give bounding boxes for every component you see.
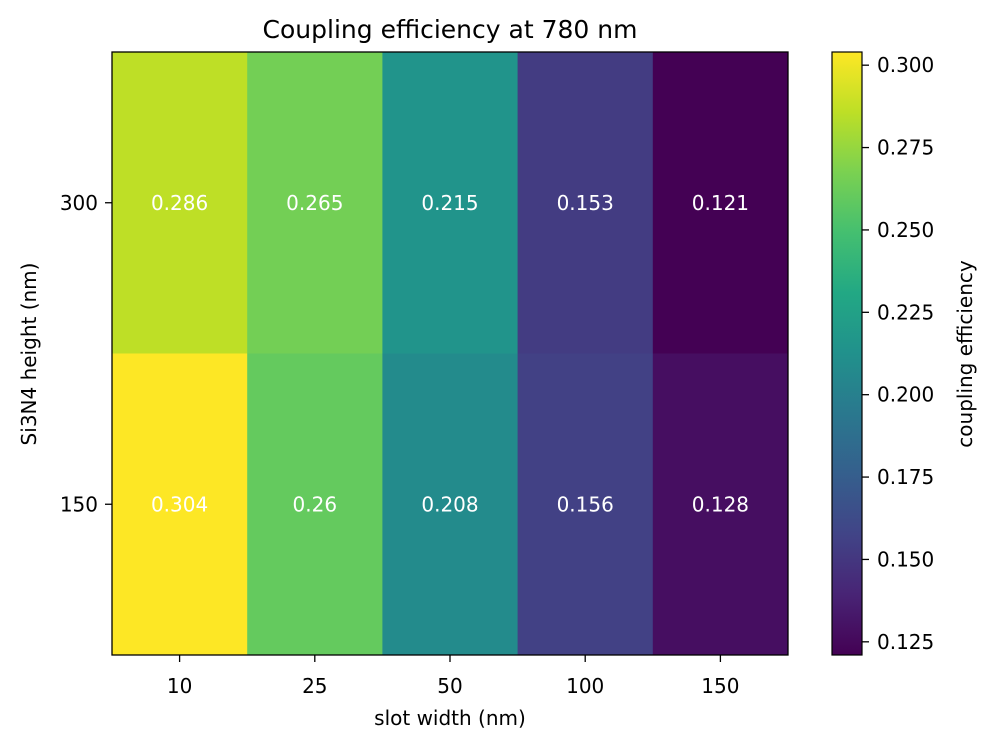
colorbar-tick-label: 0.225	[877, 300, 934, 324]
colorbar-tick-label: 0.300	[877, 53, 934, 77]
heatmap-cell	[517, 52, 654, 354]
cell-value-label: 0.121	[692, 191, 749, 215]
x-tick-label: 10	[167, 674, 192, 698]
cell-value-label: 0.26	[293, 492, 338, 516]
cell-value-label: 0.156	[557, 492, 614, 516]
x-tick-label: 100	[566, 674, 604, 698]
y-tick-label: 150	[60, 492, 98, 516]
colorbar-label: coupling efficiency	[953, 260, 977, 448]
colorbar-tick-label: 0.150	[877, 547, 934, 571]
x-tick-label: 25	[302, 674, 327, 698]
heatmap-cell	[247, 52, 383, 354]
colorbar-tick-label: 0.275	[877, 136, 934, 160]
cell-value-label: 0.153	[557, 191, 614, 215]
cell-value-label: 0.208	[421, 492, 478, 516]
heatmap-cell	[652, 353, 789, 656]
colorbar-ticks: 0.125 0.150 0.175 0.200 0.225 0.250 0.275 0.300	[862, 53, 934, 654]
heatmap-cells	[112, 52, 789, 656]
y-axis: 300 150	[60, 191, 112, 516]
heatmap-cell	[517, 353, 654, 656]
heatmap-cell	[112, 52, 248, 354]
chart-title: Coupling efficiency at 780 nm	[263, 15, 638, 44]
heatmap-cell	[382, 353, 519, 656]
x-axis: 10 25 50 100 150	[167, 655, 739, 698]
heatmap-cell	[112, 353, 248, 656]
colorbar-tick-label: 0.125	[877, 630, 934, 654]
y-tick-label: 300	[60, 191, 98, 215]
heatmap-cell	[247, 353, 383, 656]
x-axis-label: slot width (nm)	[374, 706, 526, 730]
colorbar-tick-label: 0.250	[877, 218, 934, 242]
x-tick-label: 50	[437, 674, 462, 698]
colorbar	[831, 51, 863, 656]
cell-value-label: 0.286	[151, 191, 208, 215]
cell-value-label: 0.128	[692, 492, 749, 516]
y-axis-label: Si3N4 height (nm)	[17, 263, 41, 446]
x-tick-label: 150	[701, 674, 739, 698]
heatmap-cell	[382, 52, 519, 354]
colorbar-tick-label: 0.200	[877, 383, 934, 407]
cell-value-label: 0.304	[151, 492, 208, 516]
cell-value-labels: 0.286 0.265 0.215 0.153 0.121 0.304 0.26 0.208 0…	[151, 191, 749, 517]
heatmap-cell	[652, 52, 789, 354]
cell-value-label: 0.265	[286, 191, 343, 215]
cell-value-label: 0.215	[421, 191, 478, 215]
colorbar-tick-label: 0.175	[877, 465, 934, 489]
